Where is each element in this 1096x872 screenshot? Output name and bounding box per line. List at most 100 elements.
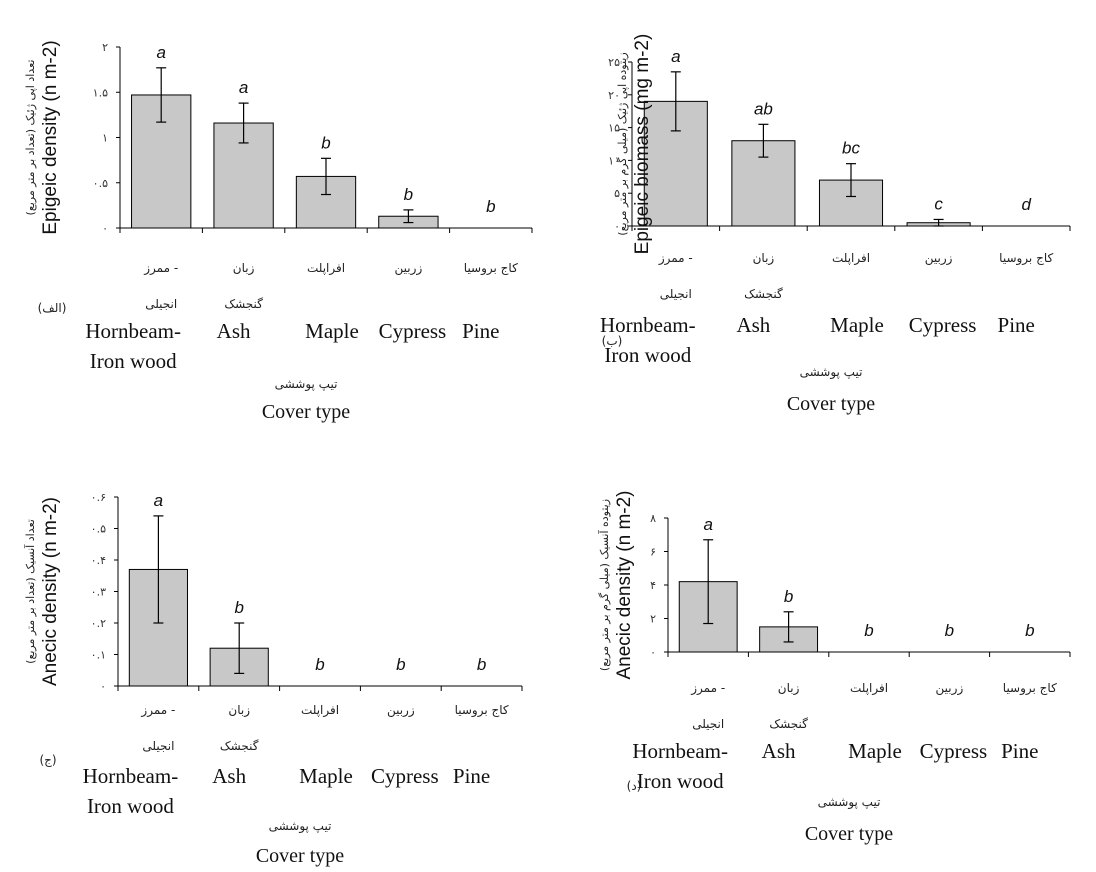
x-category-label-fa-line: انجیلی <box>692 717 724 731</box>
y-tick-label: ۰ <box>100 680 106 693</box>
y-tick-label: ۲۵ <box>608 56 620 69</box>
x-axis-title-fa: تیپ پوششی <box>800 365 863 380</box>
x-category-label-fa: کاج بروسیا <box>999 251 1053 266</box>
y-tick-label: ۰.۴ <box>91 554 106 567</box>
significance-letter: c <box>934 194 943 213</box>
x-category-label-fa-line: گنجشک <box>224 297 263 311</box>
significance-letter: b <box>396 655 405 674</box>
y-tick-label: ۲ <box>650 613 656 626</box>
y-tick-label: ۰.۳ <box>91 586 106 599</box>
x-category-label-fa: زربین <box>936 681 964 696</box>
x-category-label-fa: ممرز - انجیلی <box>143 261 178 311</box>
x-category-label-fa: ممرز - انجیلی <box>690 681 725 731</box>
y-tick-label: ۱ <box>102 132 108 145</box>
x-category-label-en: Hornbeam- <box>600 313 696 337</box>
significance-letter: b <box>321 133 330 152</box>
x-category-label-fa-line: گنجشک <box>769 717 808 731</box>
x-category-label-fa-line: زبان <box>753 251 775 266</box>
significance-letter: a <box>154 491 163 510</box>
x-category-label-fa: کاج بروسیا <box>1003 681 1057 696</box>
x-category-label-en: Maple <box>848 739 902 763</box>
y-tick-label: ۰.۶ <box>91 491 106 504</box>
y-axis-title: Anecic density (n m-2) <box>614 490 635 679</box>
y-tick-label: ۸ <box>650 512 656 525</box>
significance-letter: a <box>156 43 165 62</box>
x-category-label-fa: زبان گنجشک <box>220 703 259 753</box>
x-axis-title-fa: تیپ پوششی <box>275 377 338 392</box>
x-category-label-en: Pine <box>998 313 1035 337</box>
x-category-label-fa: ممرز - انجیلی <box>658 251 693 301</box>
x-axis-title: Cover type <box>256 845 344 867</box>
x-category-label-en: Maple <box>299 764 353 788</box>
significance-letter: a <box>671 47 680 66</box>
significance-letter: b <box>477 655 486 674</box>
x-category-label-fa: زبان گنجشک <box>744 251 783 301</box>
x-category-label-en: Hornbeam- <box>632 739 728 763</box>
x-category-label-en: Iron wood <box>90 349 177 373</box>
y-tick-label: ۰ <box>614 220 620 233</box>
x-category-label-fa: زربین <box>387 703 415 718</box>
x-category-label-en: Pine <box>1001 739 1038 763</box>
significance-letter: b <box>234 598 243 617</box>
x-category-label-en: Ash <box>736 313 770 337</box>
x-category-label-en: Cypress <box>920 739 988 763</box>
x-category-label-en: Maple <box>830 313 884 337</box>
x-category-label-fa: افراپلت <box>850 681 888 696</box>
x-category-label-en: Hornbeam- <box>85 319 181 343</box>
panel-label: (ب) <box>602 334 623 348</box>
x-category-label-en: Cypress <box>371 764 439 788</box>
x-category-label-en: Iron wood <box>637 769 724 793</box>
x-category-label-fa: زربین <box>395 261 423 276</box>
significance-letter: d <box>1021 195 1031 214</box>
y-tick-label: ۲۰ <box>608 89 620 102</box>
x-category-label-fa-line: ممرز - <box>690 681 725 696</box>
y-tick-label: ۰.۵ <box>93 177 108 190</box>
x-category-label-fa-line: ممرز - <box>140 703 175 718</box>
x-category-label-fa: زبان گنجشک <box>224 261 263 311</box>
y-tick-label: ۰.۲ <box>91 617 106 630</box>
x-category-label-en: Ash <box>217 319 251 343</box>
x-category-label-fa-line: زبان <box>228 703 250 718</box>
x-category-label-fa: کاج بروسیا <box>455 703 509 718</box>
y-tick-label: ۲ <box>102 41 108 54</box>
significance-letter: a <box>239 78 248 97</box>
chart-panel-1: ۰ ۰.۵ ۱ ۱.۵ ۲ a ممرز - انجیلی a زبان گنجشک b افراپلت… <box>24 40 533 423</box>
x-category-label-fa-line: انجیلی <box>142 739 174 753</box>
x-category-label-fa: افراپلت <box>307 261 345 276</box>
y-axis-title: Anecic density (n m-2) <box>40 497 61 686</box>
significance-letter: b <box>315 655 324 674</box>
chart-panel-4: ۰ ۲ ۴ ۶ ۸ a ممرز - انجیلی b زبان گنجشک b افراپلت b زرب… <box>597 490 1071 845</box>
panel-label: (د) <box>627 779 642 793</box>
x-category-label-fa-line: انجیلی <box>145 297 177 311</box>
y-tick-label: ۰.۵ <box>91 523 106 536</box>
x-category-label-fa: افراپلت <box>832 251 870 266</box>
panel-label: (الف) <box>38 301 67 315</box>
y-tick-label: ۰.۱ <box>91 649 106 662</box>
significance-letter: b <box>864 621 873 640</box>
y-axis-title-fa: تعداد اپی ژئیک (تعداد بر متر مربع) <box>24 60 37 216</box>
chart-panel-2: ۰ ۵ ۱۰ ۱۵ ۲۰ ۲۵ a ممرز - انجیلی ab زبان گنجشک bc افرا… <box>600 34 1071 415</box>
y-tick-label: ۵ <box>614 187 620 200</box>
significance-letter: ab <box>754 99 773 118</box>
x-axis-title-fa: تیپ پوششی <box>818 795 881 810</box>
x-category-label-fa-line: انجیلی <box>660 287 692 301</box>
significance-letter: b <box>1025 621 1034 640</box>
x-category-label-fa: کاج بروسیا <box>464 261 518 276</box>
x-category-label-en: Hornbeam- <box>83 764 179 788</box>
x-axis-title: Cover type <box>805 823 893 845</box>
x-category-label-en: Pine <box>453 764 490 788</box>
y-tick-label: ۰ <box>650 646 656 659</box>
x-category-label-en: Iron wood <box>604 343 691 367</box>
x-category-label-en: Iron wood <box>87 794 174 818</box>
x-category-label-fa: ممرز - انجیلی <box>140 703 175 753</box>
x-axis-title: Cover type <box>787 393 875 415</box>
x-category-label-en: Maple <box>305 319 359 343</box>
significance-letter: b <box>486 197 495 216</box>
x-category-label-en: Ash <box>212 764 246 788</box>
y-tick-label: ۰ <box>102 222 108 235</box>
y-tick-label: ۶ <box>650 546 656 559</box>
x-category-label-en: Cypress <box>379 319 447 343</box>
significance-letter: b <box>784 587 793 606</box>
